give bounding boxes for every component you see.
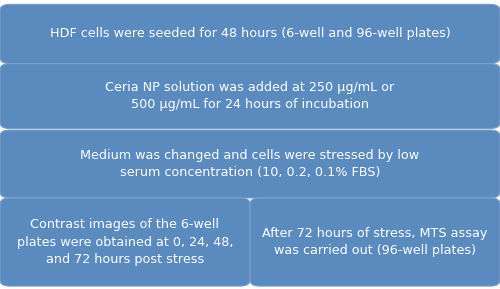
Text: Contrast images of the 6-well
plates were obtained at 0, 24, 48,
and 72 hours po: Contrast images of the 6-well plates wer… (17, 218, 233, 266)
Text: Ceria NP solution was added at 250 μg/mL or
500 μg/mL for 24 hours of incubation: Ceria NP solution was added at 250 μg/mL… (106, 81, 395, 111)
Text: Medium was changed and cells were stressed by low
serum concentration (10, 0.2, : Medium was changed and cells were stress… (80, 149, 419, 179)
FancyBboxPatch shape (0, 130, 500, 198)
Text: After 72 hours of stress, MTS assay
was carried out (96-well plates): After 72 hours of stress, MTS assay was … (262, 227, 488, 257)
FancyBboxPatch shape (0, 4, 500, 64)
FancyBboxPatch shape (0, 64, 500, 129)
FancyBboxPatch shape (0, 198, 250, 286)
Text: HDF cells were seeded for 48 hours (6-well and 96-well plates): HDF cells were seeded for 48 hours (6-we… (50, 27, 450, 40)
FancyBboxPatch shape (250, 198, 500, 286)
